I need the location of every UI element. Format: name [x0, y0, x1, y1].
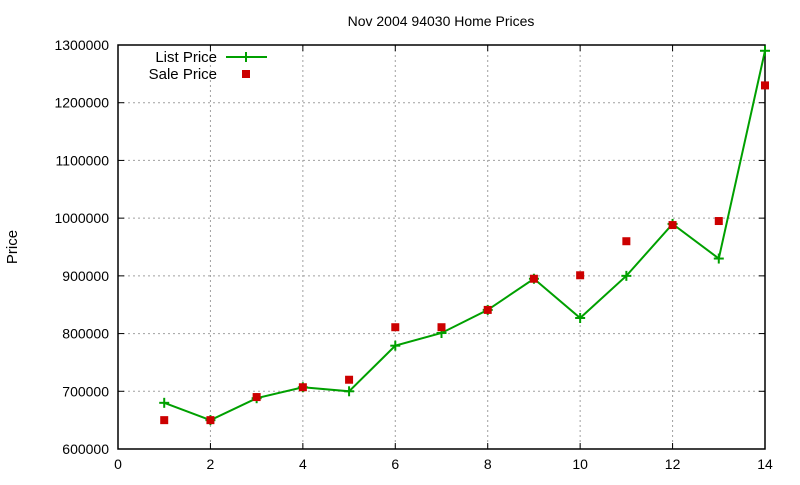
x-tick-label: 14 [757, 456, 773, 472]
sale-price-point [714, 217, 723, 226]
series-layer [159, 45, 770, 426]
y-tick-label: 1200000 [54, 95, 109, 111]
y-tick-label: 600000 [62, 441, 109, 457]
list-price-line [163, 50, 766, 422]
legend-marker [241, 52, 251, 62]
sale-price-point [252, 393, 261, 402]
sale-price-point [206, 416, 215, 425]
sale-price-point [622, 237, 631, 246]
sale-price-point [345, 375, 354, 384]
list-price-point [390, 340, 401, 351]
x-tick-label: 12 [665, 456, 681, 472]
sale-price-point [761, 81, 769, 90]
sale-price-point [298, 383, 307, 392]
sale-price-point [391, 323, 400, 332]
x-tick-label: 10 [572, 456, 588, 472]
axis-ticks: 0 2 4 6 8 10 12 14 600000 700000 800000 900000 10000… [54, 37, 773, 472]
list-price-point [575, 312, 586, 323]
list-price-point [159, 397, 170, 408]
list-price-point [760, 45, 770, 56]
sale-price-point [437, 323, 446, 332]
x-tick-label: 6 [391, 456, 399, 472]
chart-title: Nov 2004 94030 Home Prices [348, 13, 535, 29]
y-tick-label: 800000 [62, 326, 109, 342]
grid [118, 45, 765, 449]
sale-price-point [576, 271, 585, 280]
list-price-point [621, 270, 632, 281]
legend-label: Sale Price [149, 66, 217, 83]
y-tick-label: 1300000 [54, 37, 109, 53]
sale-price-point [483, 305, 492, 314]
plot-frame [117, 44, 766, 450]
legend-label: List Price [155, 49, 217, 66]
x-tick-label: 8 [484, 456, 492, 472]
sale-price-point [668, 221, 677, 230]
x-tick-label: 2 [207, 456, 215, 472]
list-price-point [713, 253, 724, 264]
list-price-point [344, 386, 355, 397]
x-tick-label: 0 [114, 456, 122, 472]
y-tick-label: 1100000 [56, 152, 110, 168]
y-axis-label: Price [4, 230, 21, 264]
sale-price-point [160, 416, 169, 425]
y-tick-label: 1000000 [54, 210, 109, 226]
sale-price-point [529, 274, 538, 283]
y-tick-label: 700000 [62, 383, 109, 399]
x-tick-label: 4 [299, 456, 307, 472]
legend-marker [242, 70, 250, 78]
y-tick-label: 900000 [62, 268, 109, 284]
